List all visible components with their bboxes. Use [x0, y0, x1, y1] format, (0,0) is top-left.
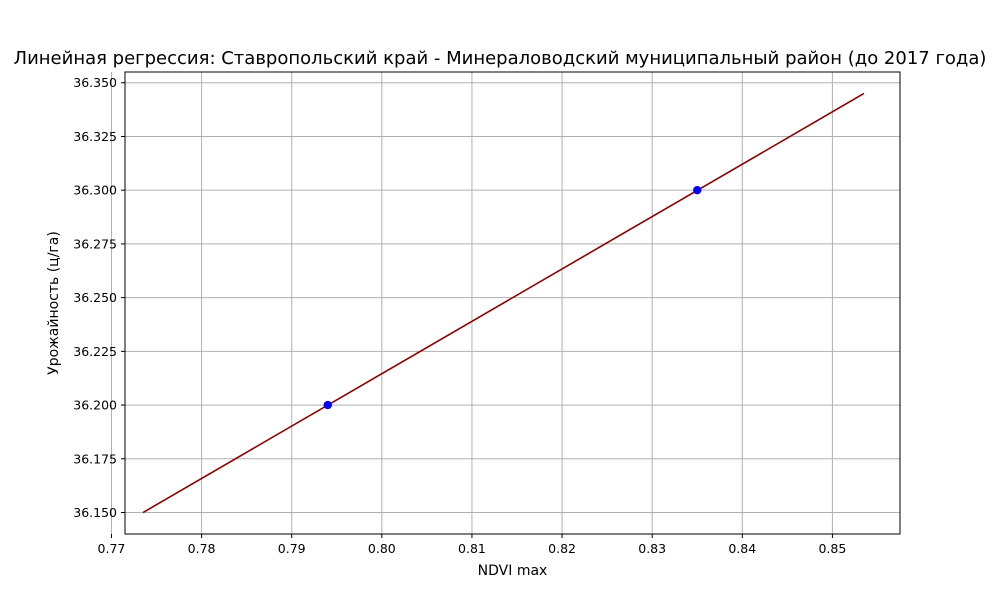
x-tick-label: 0.82 — [548, 541, 576, 556]
y-tick-label: 36.350 — [73, 75, 117, 90]
x-tick-label: 0.80 — [368, 541, 396, 556]
x-tick-label: 0.83 — [638, 541, 666, 556]
data-point — [693, 185, 702, 195]
x-tick-label: 0.78 — [188, 541, 216, 556]
y-axis-label: Урожайность (ц/га) — [46, 231, 62, 375]
plot-area-frame — [124, 71, 901, 535]
x-tick-label: 0.81 — [458, 541, 486, 556]
data-point — [323, 400, 332, 410]
x-tick-label: 0.85 — [818, 541, 846, 556]
y-tick-label: 36.175 — [73, 451, 117, 466]
x-axis-label: NDVI max — [478, 563, 548, 579]
regression-line — [142, 92, 865, 514]
y-tick-label: 36.250 — [73, 290, 117, 305]
x-axis-ticks: 0.77 0.78 0.79 0.80 0.81 0.82 0.83 0.84 0.85 — [98, 534, 846, 556]
y-axis-ticks: 36.150 36.175 36.200 36.225 36.250 36.275 36.3… — [73, 75, 125, 520]
data-points-layer — [323, 185, 702, 410]
x-tick-label: 0.84 — [728, 541, 756, 556]
y-tick-label: 36.150 — [73, 505, 117, 520]
x-tick-label: 0.77 — [98, 541, 126, 556]
x-tick-label: 0.79 — [278, 541, 306, 556]
regression-line-layer — [142, 92, 865, 514]
y-tick-label: 36.275 — [73, 236, 117, 251]
y-tick-label: 36.300 — [73, 183, 117, 198]
y-tick-label: 36.225 — [73, 344, 117, 359]
y-tick-label: 36.200 — [73, 398, 117, 413]
y-tick-label: 36.325 — [73, 129, 117, 144]
chart-title: Линейная регрессия: Ставропольский край … — [14, 48, 987, 69]
